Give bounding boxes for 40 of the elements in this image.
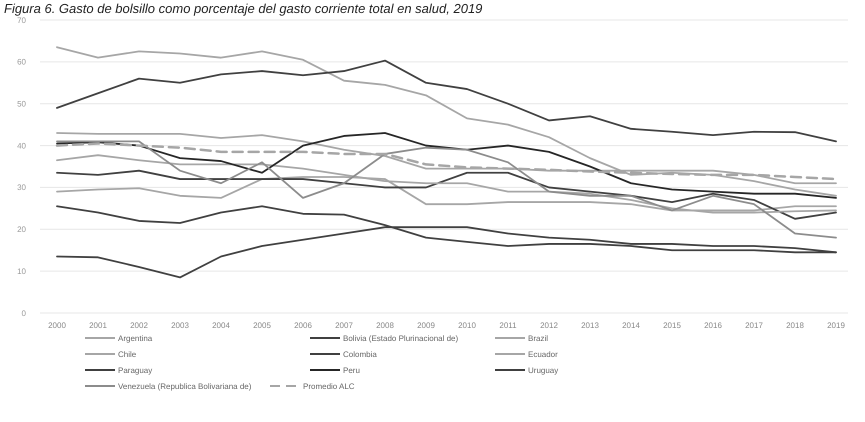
y-tick-label: 20 (17, 225, 27, 234)
x-tick-label: 2008 (376, 321, 394, 330)
y-tick-label: 10 (17, 266, 27, 276)
legend-label: Paraguay (118, 366, 152, 375)
y-tick-label: 60 (17, 58, 27, 67)
y-tick-label: 30 (17, 183, 27, 192)
legend-label: Peru (343, 366, 360, 375)
y-tick-label: 70 (17, 16, 27, 25)
x-tick-label: 2013 (581, 321, 600, 330)
x-tick-label: 2003 (171, 321, 190, 330)
x-tick-label: 2005 (253, 321, 272, 330)
x-tick-label: 2009 (417, 321, 436, 330)
legend-label: Venezuela (Republica Bolivariana de) (118, 382, 252, 391)
x-tick-label: 2012 (540, 321, 558, 330)
y-tick-label: 0 (22, 308, 27, 318)
x-tick-label: 2001 (89, 321, 108, 330)
x-tick-label: 2017 (745, 321, 764, 330)
legend-label: Ecuador (528, 350, 558, 359)
x-tick-label: 2007 (335, 321, 354, 330)
x-tick-label: 2015 (663, 321, 682, 330)
legend-label: Argentina (118, 334, 153, 343)
x-tick-label: 2002 (130, 321, 148, 330)
legend-label: Bolivia (Estado Plurinacional de) (343, 334, 459, 343)
x-tick-label: 2019 (827, 321, 846, 330)
y-tick-label: 40 (17, 141, 27, 150)
x-tick-label: 2016 (704, 321, 722, 330)
x-tick-label: 2014 (622, 321, 640, 330)
x-tick-label: 2010 (458, 321, 476, 330)
x-tick-label: 2004 (212, 321, 230, 330)
x-tick-label: 2006 (294, 321, 312, 330)
legend-label: Colombia (343, 350, 378, 359)
y-tick-label: 50 (17, 100, 27, 109)
legend-label: Promedio ALC (303, 382, 355, 391)
x-tick-label: 2000 (48, 321, 66, 330)
x-tick-label: 2011 (499, 321, 518, 330)
chart-title: Figura 6. Gasto de bolsillo como porcentaje del gasto corriente total en salud, 2019 (4, 1, 482, 16)
legend-label: Brazil (528, 334, 548, 343)
legend-label: Uruguay (528, 366, 558, 375)
legend-label: Chile (118, 350, 137, 359)
x-tick-label: 2018 (786, 321, 804, 330)
